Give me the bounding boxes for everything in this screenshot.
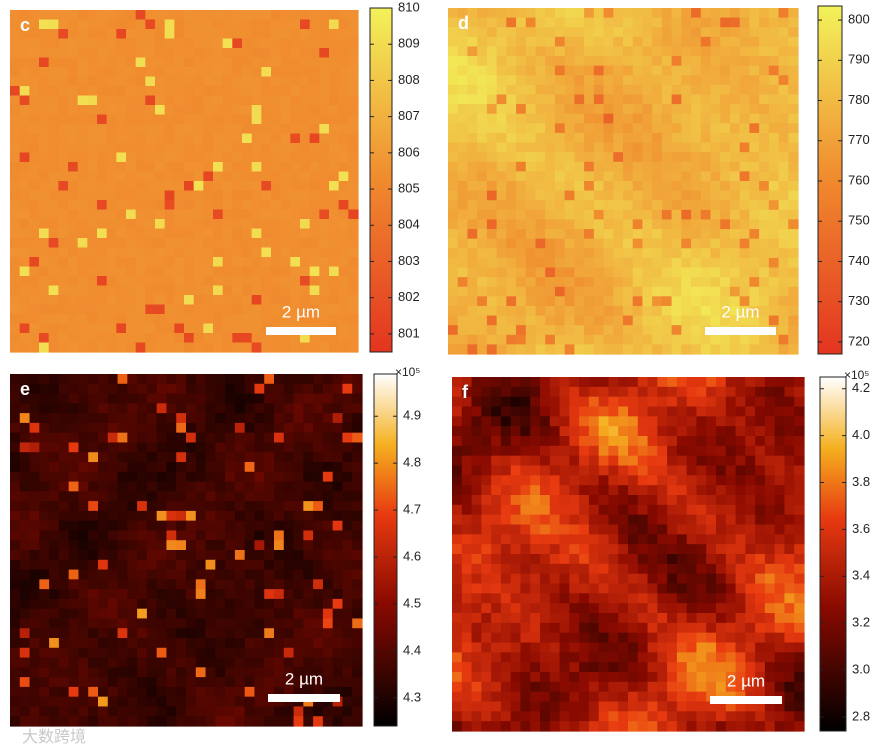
heatmap-image: [10, 374, 363, 727]
colorbar-tick-label: 809: [398, 36, 420, 51]
scale-bar-label: 2 µm: [721, 302, 759, 321]
colorbar-tick-label: 4.5: [403, 595, 421, 610]
colorbar-multiplier: ×10⁵: [844, 368, 869, 382]
colorbar-tick-label: 802: [398, 289, 420, 304]
scale-bar-label: 2 µm: [285, 669, 323, 688]
colorbar-tick-label: 4.0: [852, 427, 870, 442]
colorbar: [819, 376, 847, 732]
colorbar-tick-label: 805: [398, 180, 420, 195]
heatmap-image: [10, 10, 359, 353]
panel-label: f: [462, 382, 469, 402]
colorbar-tick-label: 803: [398, 253, 420, 268]
watermark: 大数跨境: [22, 727, 86, 746]
colorbar-tick-label: 3.2: [852, 615, 870, 630]
panel-label: d: [458, 13, 469, 33]
colorbar-tick-label: 4.2: [852, 380, 870, 395]
colorbar-tick-label: 780: [848, 92, 870, 107]
colorbar-tick-label: 804: [398, 217, 420, 232]
colorbar-tick-label: 3.4: [852, 568, 870, 583]
colorbar-tick-label: 4.9: [403, 408, 421, 423]
panel-label: c: [20, 15, 30, 35]
heatmap-image: [452, 377, 805, 732]
colorbar-tick-label: 807: [398, 108, 420, 123]
colorbar-multiplier: ×10⁵: [395, 365, 420, 379]
colorbar-tick-label: 790: [848, 52, 870, 67]
colorbar: [817, 5, 843, 355]
colorbar-tick-label: 750: [848, 213, 870, 228]
colorbar-tick-label: 800: [848, 12, 870, 27]
colorbar: [373, 373, 398, 727]
colorbar-tick-label: 730: [848, 293, 870, 308]
colorbar-tick-label: 3.8: [852, 474, 870, 489]
colorbar-tick-label: 3.6: [852, 521, 870, 536]
colorbar: [369, 7, 393, 353]
colorbar-tick-label: 3.0: [852, 661, 870, 676]
colorbar-tick-label: 808: [398, 72, 420, 87]
scale-bar-label: 2 µm: [282, 302, 320, 321]
colorbar-tick-label: 720: [848, 333, 870, 348]
colorbar-tick-label: 740: [848, 253, 870, 268]
colorbar-tick-label: 2.8: [852, 708, 870, 723]
colorbar-tick-label: 4.3: [403, 689, 421, 704]
colorbar-tick-label: 4.8: [403, 455, 421, 470]
colorbar-tick-label: 4.6: [403, 548, 421, 563]
colorbar-tick-label: 810: [398, 0, 420, 14]
colorbar-tick-label: 4.4: [403, 642, 421, 657]
scale-bar-label: 2 µm: [727, 671, 765, 690]
colorbar-tick-label: 760: [848, 172, 870, 187]
colorbar-tick-label: 4.7: [403, 502, 421, 517]
panel-label: e: [20, 379, 30, 399]
colorbar-tick-label: 806: [398, 144, 420, 159]
heatmap-image: [448, 8, 799, 355]
colorbar-tick-label: 770: [848, 132, 870, 147]
colorbar-tick-label: 801: [398, 325, 420, 340]
